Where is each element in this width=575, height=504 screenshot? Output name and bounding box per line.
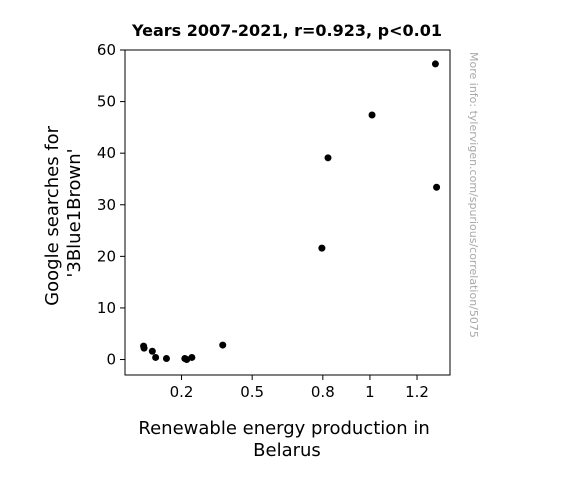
- y-tick-label: 10: [97, 299, 116, 317]
- y-tick-label: 40: [97, 144, 116, 162]
- data-point: [368, 111, 376, 119]
- y-axis-label: Google searches for '3Blue1Brown': [42, 120, 85, 306]
- data-point: [140, 344, 148, 352]
- x-tick-label: 0.5: [240, 383, 264, 401]
- source-note: More info: tylervigen.com/spurious/corre…: [467, 52, 480, 338]
- data-point: [188, 353, 196, 361]
- x-tick-label: 0.8: [311, 383, 335, 401]
- data-point: [152, 353, 160, 361]
- y-axis-label-line-1: Google searches for: [42, 125, 63, 306]
- y-tick-label: 30: [97, 196, 116, 214]
- x-axis-label-line-1: Renewable energy production in: [138, 418, 429, 439]
- data-point: [433, 183, 441, 191]
- x-axis-label: Renewable energy production in Belarus: [138, 418, 435, 461]
- y-tick-label: 50: [97, 93, 116, 111]
- y-axis-label-line-2: '3Blue1Brown': [64, 148, 85, 277]
- x-axis: 0.2 0.5 0.8 1 1.2: [170, 375, 429, 401]
- data-point: [431, 60, 439, 68]
- data-point: [148, 347, 156, 355]
- x-tick-label: 0.2: [170, 383, 194, 401]
- data-point: [162, 354, 170, 362]
- plot-area: [124, 49, 451, 376]
- y-tick-label: 20: [97, 247, 116, 265]
- data-point: [219, 341, 227, 349]
- y-axis: 0 10 20 30 40 50 60: [97, 41, 125, 369]
- chart-title: Years 2007-2021, r=0.923, p<0.01: [131, 21, 442, 40]
- x-tick-label: 1.2: [405, 383, 429, 401]
- data-points: [140, 60, 441, 364]
- y-tick-label: 60: [97, 41, 116, 59]
- data-point: [324, 154, 332, 162]
- data-point: [318, 244, 326, 252]
- x-axis-label-line-2: Belarus: [253, 440, 321, 461]
- x-tick-label: 1: [365, 383, 375, 401]
- y-tick-label: 0: [106, 351, 116, 369]
